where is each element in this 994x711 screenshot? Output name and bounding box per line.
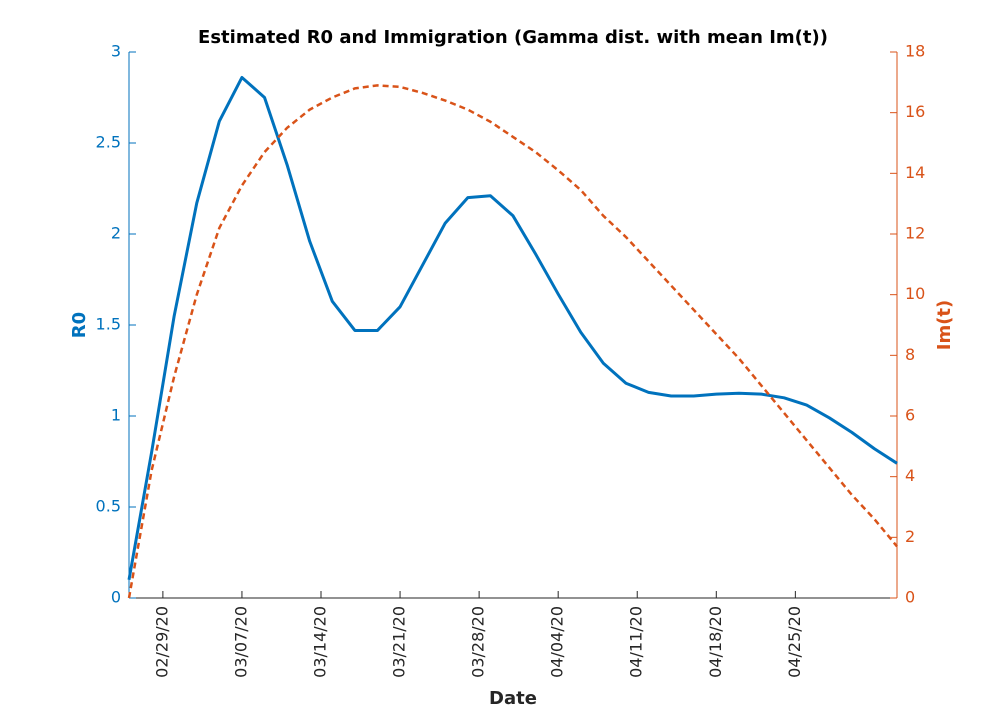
x-tick-label: 04/04/20 [548, 606, 567, 678]
y2-tick-label: 6 [905, 406, 915, 425]
y-tick-label: 0 [111, 588, 121, 607]
y2-tick-label: 8 [905, 345, 915, 364]
y2-tick-label: 2 [905, 527, 915, 546]
y2-tick-label: 14 [905, 163, 925, 182]
y2-tick-label: 16 [905, 102, 925, 121]
x-tick-label: 03/21/20 [390, 606, 409, 678]
x-tick-label: 02/29/20 [152, 606, 171, 678]
y2-tick-label: 12 [905, 224, 925, 243]
y2-tick-label: 4 [905, 466, 915, 485]
y2-tick-label: 18 [905, 42, 925, 61]
y-tick-label: 0.5 [96, 497, 121, 516]
y-tick-label: 2 [111, 224, 121, 243]
x-tick-label: 04/25/20 [785, 606, 804, 678]
y2-axis-label: Im(t) [934, 300, 955, 351]
x-tick-label: 03/14/20 [311, 606, 330, 678]
x-tick-label: 03/07/20 [231, 606, 250, 678]
y2-tick-label: 0 [905, 588, 915, 607]
y-tick-label: 3 [111, 42, 121, 61]
chart-title: Estimated R0 and Immigration (Gamma dist… [198, 27, 828, 48]
y-axis-label: R0 [69, 312, 90, 338]
x-tick-label: 04/18/20 [706, 606, 725, 678]
series-line [127, 75, 898, 581]
x-tick-label: 04/11/20 [627, 606, 646, 678]
y-tick-label: 1.5 [96, 315, 121, 334]
y-tick-label: 2.5 [96, 133, 121, 152]
x-tick-label: 03/28/20 [469, 606, 488, 678]
x-axis-label: Date [489, 688, 537, 709]
y-tick-label: 1 [111, 406, 121, 425]
y2-tick-label: 10 [905, 284, 925, 303]
series-line [127, 84, 898, 599]
